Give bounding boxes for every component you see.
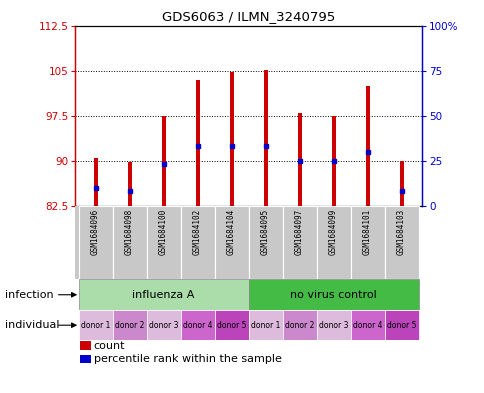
Bar <box>365 86 369 206</box>
Bar <box>93 158 97 206</box>
Text: donor 3: donor 3 <box>149 321 178 330</box>
Text: individual: individual <box>5 320 59 330</box>
Title: GDS6063 / ILMN_3240795: GDS6063 / ILMN_3240795 <box>162 10 334 23</box>
Bar <box>180 310 214 340</box>
Text: donor 5: donor 5 <box>216 321 246 330</box>
Bar <box>263 70 267 206</box>
Bar <box>399 161 403 206</box>
Bar <box>331 116 335 206</box>
Bar <box>282 206 316 279</box>
Bar <box>78 279 248 310</box>
Text: donor 1: donor 1 <box>250 321 280 330</box>
Text: infection: infection <box>5 290 53 300</box>
Text: GSM1684097: GSM1684097 <box>294 209 303 255</box>
Text: GSM1684096: GSM1684096 <box>91 209 100 255</box>
Bar <box>161 116 165 206</box>
Text: GSM1684101: GSM1684101 <box>363 209 371 255</box>
Bar <box>350 310 384 340</box>
Bar <box>78 310 112 340</box>
Bar <box>146 206 180 279</box>
Text: donor 3: donor 3 <box>318 321 348 330</box>
Bar <box>350 206 384 279</box>
Bar <box>384 206 418 279</box>
Bar <box>214 310 248 340</box>
Text: GSM1684098: GSM1684098 <box>125 209 134 255</box>
Text: count: count <box>93 341 125 351</box>
Text: donor 1: donor 1 <box>81 321 110 330</box>
Text: GSM1684104: GSM1684104 <box>227 209 236 255</box>
Bar <box>112 206 146 279</box>
Bar <box>282 310 316 340</box>
Text: donor 2: donor 2 <box>284 321 314 330</box>
Text: no virus control: no virus control <box>289 290 376 300</box>
Text: GSM1684102: GSM1684102 <box>193 209 202 255</box>
Text: donor 5: donor 5 <box>386 321 415 330</box>
Bar <box>229 72 233 206</box>
Text: donor 2: donor 2 <box>115 321 144 330</box>
Text: donor 4: donor 4 <box>352 321 381 330</box>
Text: percentile rank within the sample: percentile rank within the sample <box>93 354 281 364</box>
Text: GSM1684100: GSM1684100 <box>159 209 168 255</box>
Text: GSM1684099: GSM1684099 <box>328 209 337 255</box>
Bar <box>127 162 131 206</box>
Bar <box>248 206 282 279</box>
Text: GSM1684103: GSM1684103 <box>396 209 405 255</box>
Bar <box>316 206 350 279</box>
Bar <box>214 206 248 279</box>
Bar <box>195 80 199 206</box>
Text: GSM1684095: GSM1684095 <box>260 209 270 255</box>
Bar <box>146 310 180 340</box>
Bar <box>297 113 301 206</box>
Bar <box>112 310 146 340</box>
Bar <box>248 310 282 340</box>
Bar <box>384 310 418 340</box>
Bar <box>180 206 214 279</box>
Bar <box>316 310 350 340</box>
Bar <box>78 206 112 279</box>
Text: influenza A: influenza A <box>132 290 195 300</box>
Text: donor 4: donor 4 <box>182 321 212 330</box>
Bar <box>248 279 418 310</box>
